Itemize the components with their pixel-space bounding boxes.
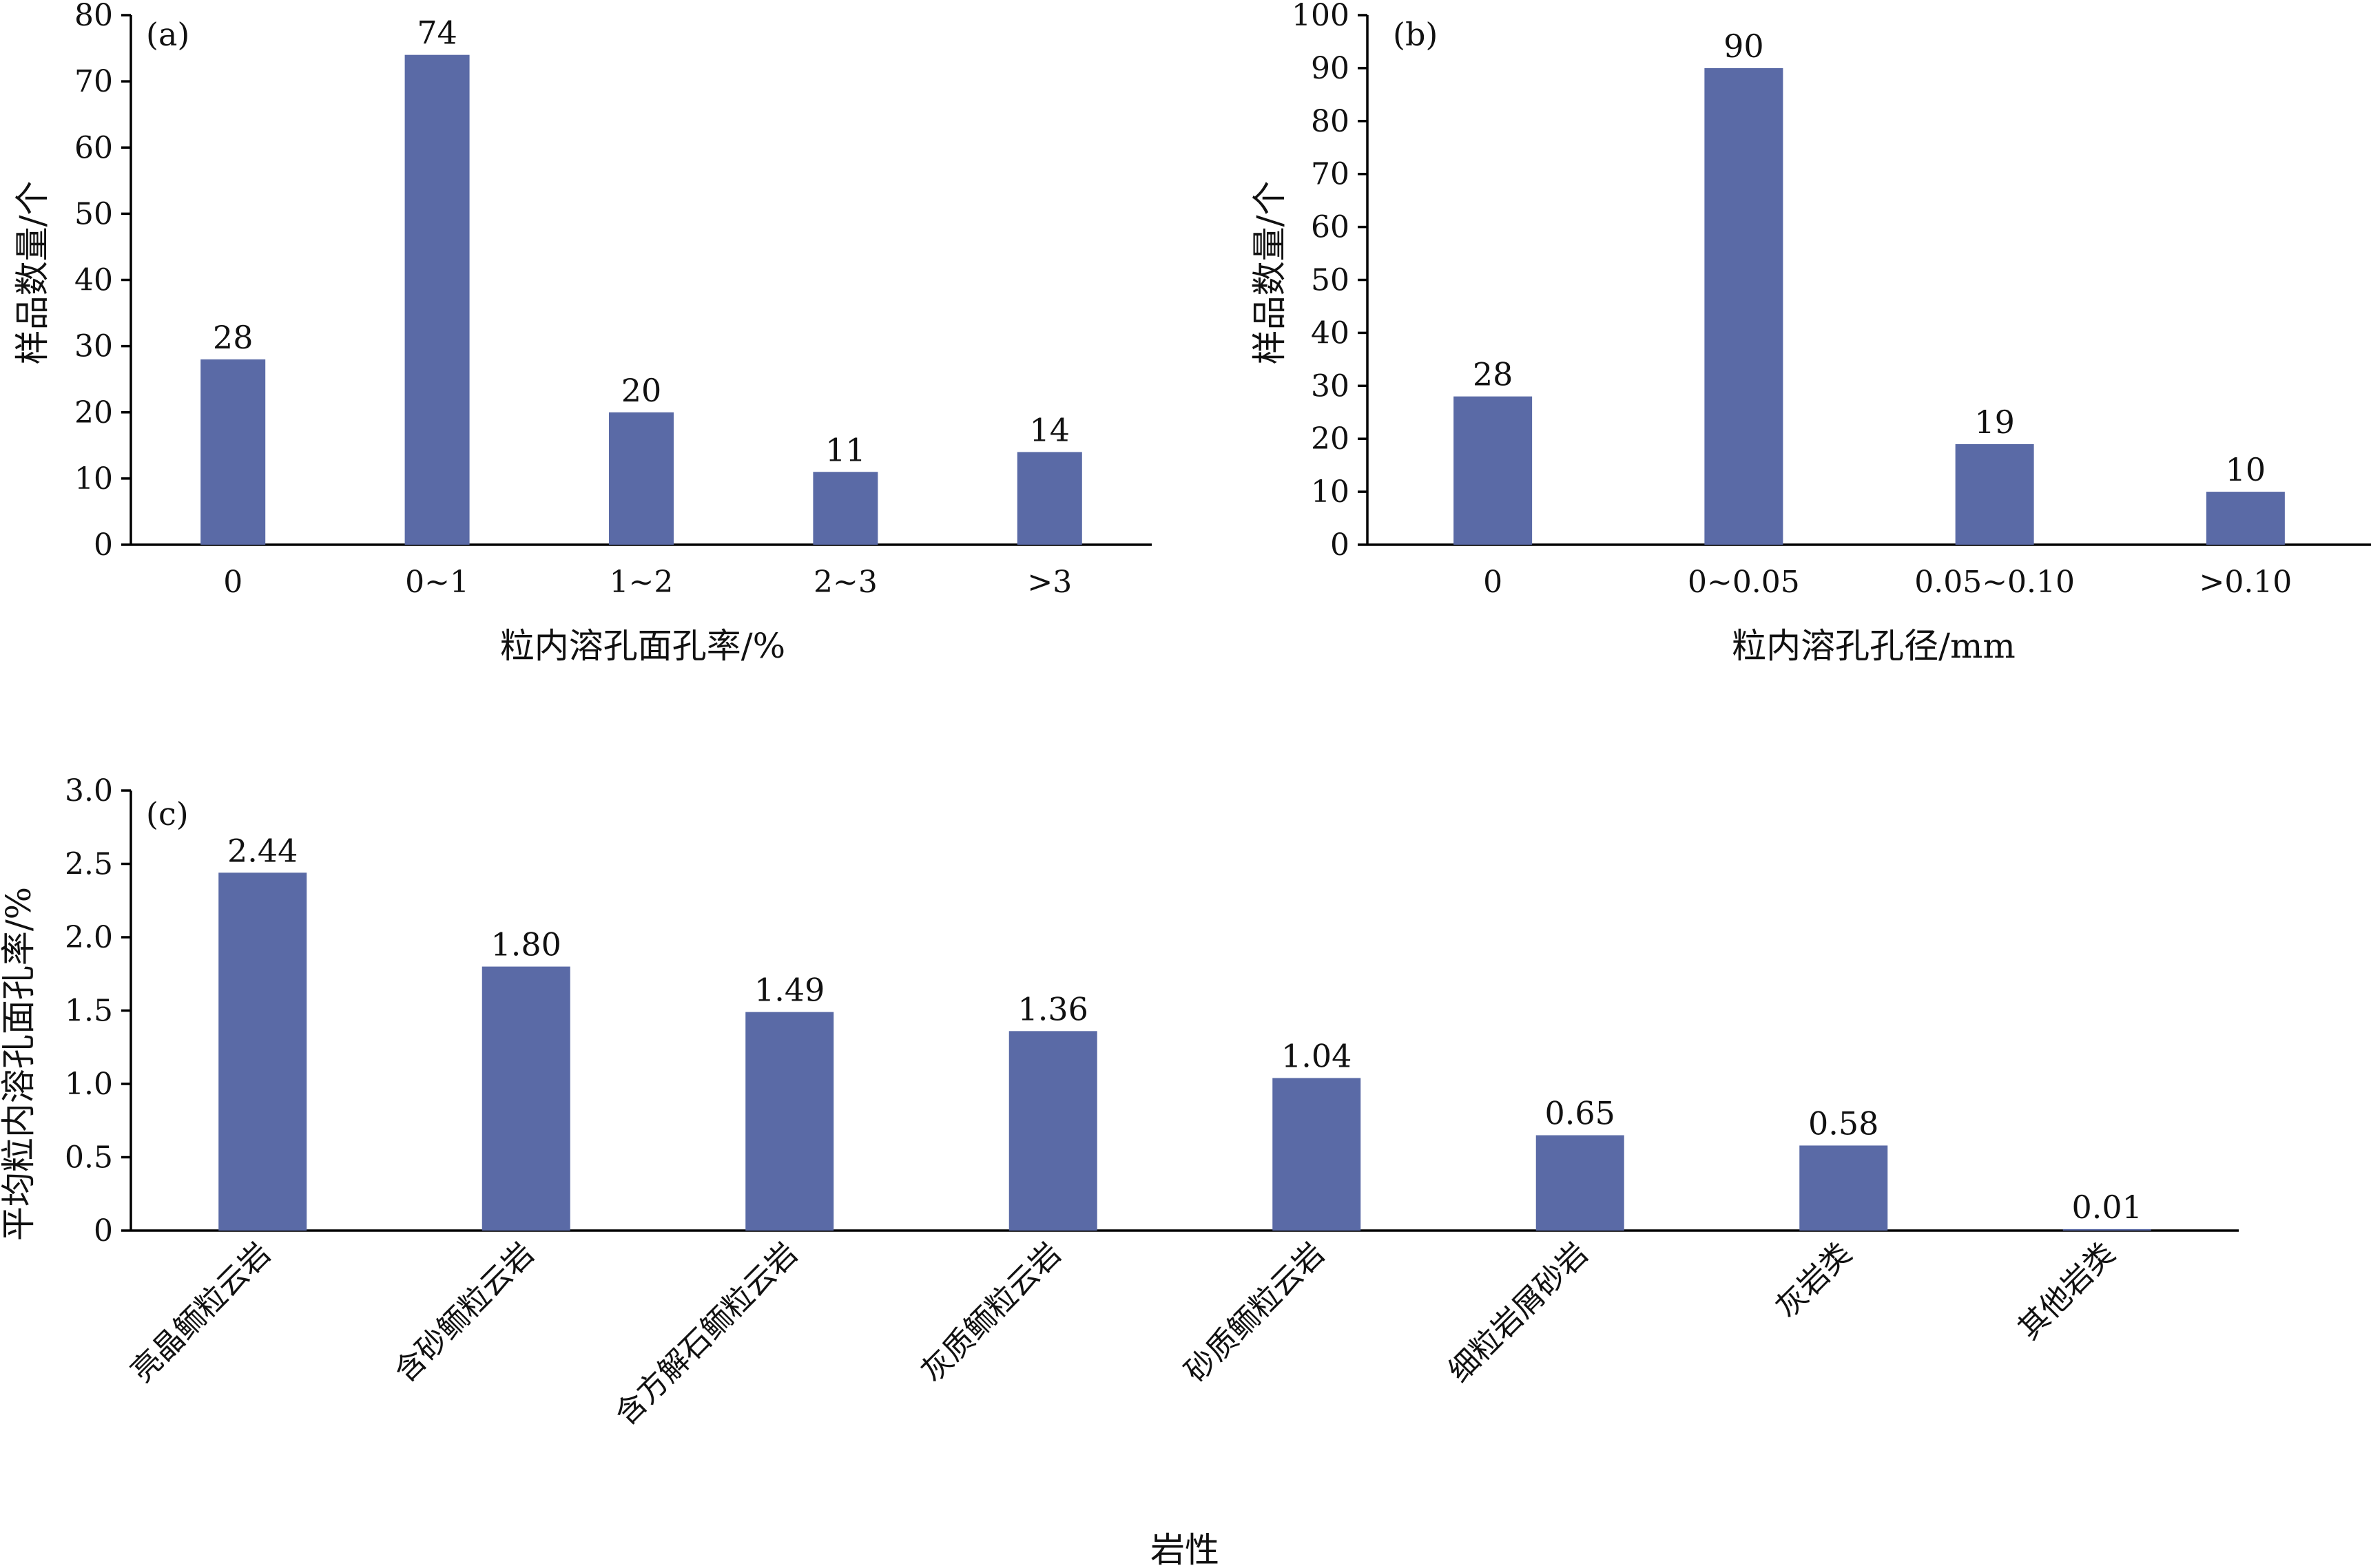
panel-c-chart: (c) 岩性 平均粒内溶孔面孔率/% 0 0.5 1.0 1.5 2.0 2.5 3.0 2.… xyxy=(0,773,2239,1568)
panel-b-y-tick-label: 30 xyxy=(1311,368,1349,404)
panel-b-y-tick-label: 70 xyxy=(1311,157,1349,192)
panel-c-y-tick-label: 2.0 xyxy=(65,920,113,955)
panel-a-category-label: 0~1 xyxy=(405,565,469,600)
panel-a-x-axis-title: 粒内溶孔面孔率/% xyxy=(500,626,785,666)
panel-b-bar-value-label: 19 xyxy=(1974,404,2015,441)
panel-a-y-tick-label: 60 xyxy=(74,130,113,165)
panel-c-bar xyxy=(1535,1135,1624,1231)
panel-b-y-tick-label: 0 xyxy=(1330,527,1349,563)
panel-a-y-tick-label: 70 xyxy=(74,64,113,99)
panel-a-y-tick-label: 10 xyxy=(74,461,113,496)
panel-b-y-tick-label: 20 xyxy=(1311,421,1349,457)
panel-a-bar xyxy=(200,359,266,545)
panel-c-category-label: 细粒岩屑砂岩 xyxy=(1442,1236,1595,1390)
panel-c-bar-value-label: 1.80 xyxy=(491,926,561,963)
panel-a-y-tick-label: 40 xyxy=(74,263,113,298)
panel-c-y-tick-label: 3.0 xyxy=(65,773,113,808)
panel-a-y-tick-label: 50 xyxy=(74,196,113,231)
panel-c-category-label: 灰岩类 xyxy=(1770,1236,1859,1325)
panel-a-y-tick-label: 30 xyxy=(74,329,113,364)
panel-a-bar-value-label: 74 xyxy=(417,14,457,52)
panel-a-tag: (a) xyxy=(146,16,189,53)
panel-c-bar-value-label: 0.58 xyxy=(1808,1105,1878,1142)
panel-c-y-tick-label: 0.5 xyxy=(65,1140,113,1175)
panel-c-y-tick-label: 1.0 xyxy=(65,1067,113,1102)
panel-c-category-label: 其他岩类 xyxy=(2011,1236,2122,1347)
panel-c-category-label: 亮晶鲕粒云岩 xyxy=(124,1236,278,1390)
panel-b-chart: (b) 粒内溶孔孔径/mm 样品数量/个 0 10 20 30 40 50 60 70 80 90… xyxy=(1250,0,2371,666)
panel-b-tag: (b) xyxy=(1393,16,1438,53)
panel-a-category-label: >3 xyxy=(1027,565,1072,600)
panel-b-bar xyxy=(1955,443,2034,545)
panel-a-chart: (a) 粒内溶孔面孔率/% 样品数量/个 0 10 20 30 40 50 60 70 80 28… xyxy=(12,0,1152,666)
panel-a-bar-value-label: 20 xyxy=(621,372,662,409)
panel-a-y-tick-label: 20 xyxy=(74,395,113,430)
panel-b-y-axis-title: 样品数量/个 xyxy=(1250,181,1290,365)
panel-c-bar xyxy=(2062,1229,2151,1231)
panel-c-y-tick-label: 0 xyxy=(94,1213,113,1248)
panel-b-y-tick-label: 90 xyxy=(1311,51,1349,86)
panel-b-y-tick-label: 50 xyxy=(1311,263,1349,298)
panel-c-bar xyxy=(1272,1078,1361,1231)
panel-a-bar xyxy=(404,54,470,545)
panel-c-y-axis-title: 平均粒内溶孔面孔率/% xyxy=(0,887,39,1241)
panel-b-bar-value-label: 10 xyxy=(2226,451,2266,488)
panel-a-bar xyxy=(1017,452,1082,545)
panel-b-y-tick-label: 60 xyxy=(1311,210,1349,245)
panel-b-category-label: >0.10 xyxy=(2199,565,2292,600)
panel-c-bar-value-label: 0.65 xyxy=(1545,1095,1615,1132)
panel-a-y-axis-title: 样品数量/个 xyxy=(12,181,52,365)
panel-c-bar-value-label: 0.01 xyxy=(2072,1189,2142,1226)
panel-a-bar xyxy=(609,412,674,545)
panel-c-category-label: 含方解石鲕粒云岩 xyxy=(608,1236,805,1432)
panel-b-bar-value-label: 28 xyxy=(1473,356,1513,393)
panel-b-y-tick-label: 40 xyxy=(1311,315,1349,351)
panel-b-y-tick-label: 80 xyxy=(1311,104,1349,139)
panel-b-y-tick-label: 100 xyxy=(1292,0,1349,33)
panel-b-bar xyxy=(2206,492,2285,545)
panel-a-category-label: 0 xyxy=(223,565,242,600)
panel-b-x-axis-title: 粒内溶孔孔径/mm xyxy=(1732,626,2016,666)
panel-b-bar xyxy=(1453,396,1533,545)
panel-c-bar xyxy=(745,1012,834,1231)
panel-c-category-label: 含砂鲕粒云岩 xyxy=(388,1236,541,1390)
panel-c-category-label: 砂质鲕粒云岩 xyxy=(1178,1236,1332,1390)
panel-b-category-label: 0 xyxy=(1483,565,1502,600)
panel-c-bar xyxy=(218,872,307,1231)
panel-c-tag: (c) xyxy=(146,795,189,833)
panel-c-bar-value-label: 1.04 xyxy=(1281,1037,1352,1074)
panel-b-bar-value-label: 90 xyxy=(1723,28,1764,65)
panel-c-bar-value-label: 1.36 xyxy=(1018,990,1088,1027)
panel-a-bar-value-label: 11 xyxy=(825,431,866,468)
panel-b-category-label: 0.05~0.10 xyxy=(1914,565,2075,600)
panel-a-y-tick-label: 0 xyxy=(94,527,113,563)
panel-c-y-tick-label: 2.5 xyxy=(65,847,113,882)
panel-c-y-tick-label: 1.5 xyxy=(65,994,113,1029)
panel-c-bar xyxy=(1008,1031,1097,1231)
panel-b-category-label: 0~0.05 xyxy=(1688,565,1800,600)
panel-c-bar-value-label: 2.44 xyxy=(227,832,298,869)
panel-c-category-label: 灰质鲕粒云岩 xyxy=(915,1236,1068,1390)
panel-a-bar-value-label: 28 xyxy=(213,319,253,356)
panel-c-bar-value-label: 1.49 xyxy=(754,972,825,1009)
panel-a-bar xyxy=(813,472,878,545)
panel-a-y-tick-label: 80 xyxy=(74,0,113,33)
panel-b-bar xyxy=(1704,67,1783,545)
panel-a-bar-value-label: 14 xyxy=(1030,411,1070,448)
panel-c-bar xyxy=(1799,1145,1888,1231)
panel-b-y-tick-label: 10 xyxy=(1311,474,1349,510)
panel-a-category-label: 2~3 xyxy=(814,565,878,600)
panel-c-x-axis-title: 岩性 xyxy=(1150,1530,1219,1568)
panel-a-category-label: 1~2 xyxy=(610,565,674,600)
panel-c-bar xyxy=(482,966,570,1231)
